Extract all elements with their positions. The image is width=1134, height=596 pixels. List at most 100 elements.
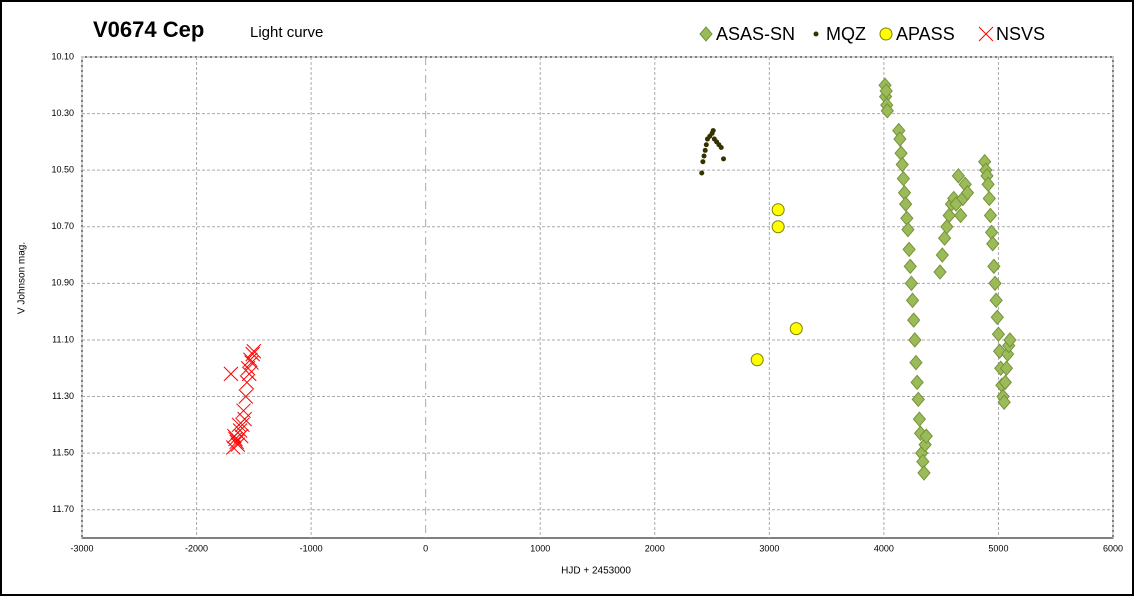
point bbox=[237, 411, 253, 427]
legend-item: NSVS bbox=[978, 24, 1045, 44]
point bbox=[933, 264, 947, 280]
point bbox=[1003, 332, 1017, 348]
point bbox=[895, 156, 909, 173]
point bbox=[978, 26, 994, 42]
x-tick-label: 4000 bbox=[874, 543, 894, 553]
point bbox=[223, 366, 239, 382]
point bbox=[702, 147, 708, 153]
legend: ASAS-SN MQZ APASS NSVS bbox=[699, 24, 1045, 44]
point bbox=[233, 428, 249, 444]
marks bbox=[223, 77, 1017, 481]
point bbox=[238, 389, 254, 404]
x-tick-label: 6000 bbox=[1103, 543, 1123, 553]
point bbox=[940, 218, 954, 235]
grid: -3000 -2000 -1000 0 1000 2000 3000 4000 5000 6000… bbox=[51, 51, 1123, 553]
point bbox=[918, 436, 932, 453]
point bbox=[750, 353, 764, 367]
point bbox=[880, 102, 894, 119]
point bbox=[912, 411, 927, 427]
point bbox=[919, 428, 933, 444]
point bbox=[789, 322, 803, 336]
point bbox=[987, 258, 1001, 275]
y-axis-label: V Johnson mag. bbox=[17, 242, 28, 314]
point bbox=[721, 156, 727, 162]
point bbox=[902, 241, 916, 258]
point bbox=[937, 230, 952, 246]
point bbox=[893, 131, 907, 147]
point bbox=[243, 352, 258, 368]
point bbox=[813, 31, 819, 37]
chart-title: V0674 Cep bbox=[93, 17, 204, 42]
point bbox=[903, 258, 917, 275]
x-tick-label: -1000 bbox=[300, 543, 323, 553]
point bbox=[1000, 346, 1015, 362]
point bbox=[228, 431, 243, 447]
y-tick-label: 10.50 bbox=[51, 165, 74, 175]
point bbox=[896, 170, 911, 187]
legend-label: NSVS bbox=[996, 24, 1045, 44]
point bbox=[908, 332, 922, 348]
point bbox=[917, 465, 931, 481]
x-tick-label: -2000 bbox=[185, 543, 208, 553]
point bbox=[718, 145, 724, 151]
point bbox=[986, 235, 1000, 252]
point bbox=[710, 128, 716, 134]
point bbox=[898, 196, 913, 212]
point bbox=[232, 423, 248, 438]
point bbox=[771, 203, 785, 217]
point bbox=[989, 292, 1003, 309]
point bbox=[246, 343, 262, 359]
legend-item: APASS bbox=[879, 24, 955, 44]
y-tick-label: 10.30 bbox=[51, 108, 74, 118]
point bbox=[988, 275, 1002, 292]
point bbox=[983, 207, 998, 224]
point bbox=[701, 153, 707, 159]
point bbox=[997, 394, 1011, 410]
legend-label: ASAS-SN bbox=[716, 24, 795, 44]
point bbox=[990, 309, 1004, 326]
legend-item: MQZ bbox=[813, 24, 866, 44]
x-tick-label: 0 bbox=[423, 543, 428, 553]
point bbox=[910, 374, 924, 391]
point bbox=[960, 185, 975, 201]
point bbox=[905, 292, 920, 309]
point bbox=[953, 207, 968, 224]
point bbox=[700, 159, 706, 165]
point bbox=[991, 326, 1006, 343]
point bbox=[909, 354, 923, 371]
legend-label: APASS bbox=[896, 24, 955, 44]
point bbox=[907, 312, 921, 328]
point bbox=[771, 220, 785, 234]
point bbox=[982, 190, 996, 207]
legend-item: ASAS-SN bbox=[699, 24, 795, 44]
point bbox=[998, 374, 1012, 391]
point bbox=[235, 417, 250, 433]
point bbox=[911, 391, 925, 408]
point bbox=[951, 168, 966, 184]
point bbox=[230, 437, 246, 452]
x-tick-label: 3000 bbox=[759, 543, 779, 553]
point bbox=[245, 346, 261, 362]
y-tick-label: 11.30 bbox=[52, 391, 74, 401]
y-tick-label: 11.50 bbox=[52, 447, 74, 457]
point bbox=[901, 221, 915, 238]
y-tick-label: 11.70 bbox=[52, 504, 74, 514]
y-tick-label: 10.10 bbox=[51, 51, 74, 61]
legend-label: MQZ bbox=[826, 24, 866, 44]
y-tick-label: 10.90 bbox=[51, 278, 74, 288]
x-axis-label: HJD + 2453000 bbox=[561, 566, 631, 577]
point bbox=[229, 434, 245, 450]
point bbox=[879, 27, 893, 41]
chart-subtitle: Light curve bbox=[250, 24, 323, 41]
x-tick-label: 2000 bbox=[645, 543, 665, 553]
x-tick-label: 1000 bbox=[530, 543, 550, 553]
x-tick-label: -3000 bbox=[70, 543, 93, 553]
point bbox=[981, 176, 995, 193]
y-tick-label: 10.70 bbox=[51, 221, 74, 231]
point bbox=[703, 142, 709, 148]
point bbox=[879, 83, 893, 99]
point bbox=[942, 207, 956, 224]
point bbox=[239, 375, 255, 390]
point bbox=[935, 247, 949, 263]
